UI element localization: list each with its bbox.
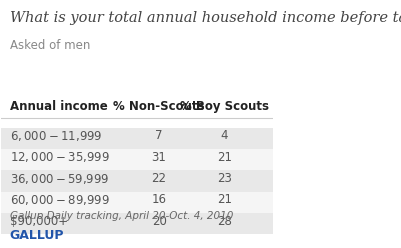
Text: 28: 28 [217, 215, 231, 228]
Text: % Non-Scouts: % Non-Scouts [113, 100, 205, 113]
Text: $90,000+: $90,000+ [10, 215, 67, 228]
Text: Annual income: Annual income [10, 100, 107, 113]
Text: 4: 4 [220, 129, 227, 142]
Text: What is your total annual household income before taxes?: What is your total annual household inco… [10, 11, 401, 25]
Text: % Boy Scouts: % Boy Scouts [179, 100, 268, 113]
Text: 20: 20 [151, 215, 166, 228]
Text: 31: 31 [151, 151, 166, 164]
Text: $12,000-$35,999: $12,000-$35,999 [10, 150, 109, 164]
Text: $36,000-$59,999: $36,000-$59,999 [10, 172, 109, 186]
Text: 7: 7 [155, 129, 162, 142]
Bar [1, 128, 273, 149]
Bar [1, 213, 273, 234]
Text: GALLUP: GALLUP [10, 229, 64, 242]
Text: 21: 21 [216, 151, 231, 164]
Text: $60,000-$89,999: $60,000-$89,999 [10, 193, 109, 207]
Bar [1, 170, 273, 192]
Bar [1, 192, 273, 213]
Text: 16: 16 [151, 193, 166, 206]
Text: 23: 23 [217, 172, 231, 185]
Text: 21: 21 [216, 193, 231, 206]
Text: Gallup Daily tracking, April 20-Oct. 4, 2010: Gallup Daily tracking, April 20-Oct. 4, … [10, 211, 232, 221]
Text: 22: 22 [151, 172, 166, 185]
Text: $6,000-$11,999: $6,000-$11,999 [10, 129, 102, 143]
Text: Asked of men: Asked of men [10, 39, 90, 52]
Bar [1, 149, 273, 170]
